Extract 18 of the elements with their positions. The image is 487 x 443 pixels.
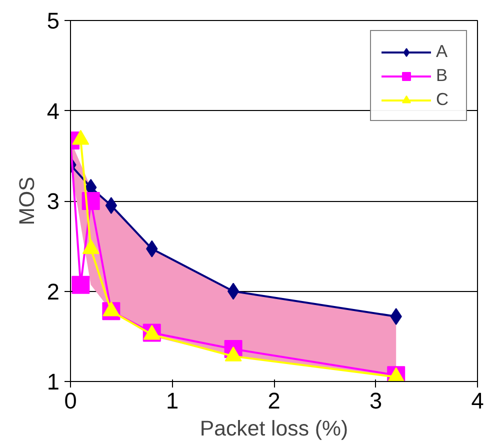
point — [105, 197, 118, 214]
point — [227, 282, 240, 300]
y-tick-label: 2 — [46, 278, 60, 304]
y-axis-title: MOS — [14, 176, 39, 226]
y-tick-label: 4 — [46, 98, 60, 124]
x-tick-label: 4 — [471, 388, 484, 414]
legend-label: A — [436, 41, 449, 62]
x-tick-label: 1 — [166, 388, 179, 414]
x-tick-label: 3 — [369, 388, 382, 414]
y-tick-label: 3 — [46, 188, 60, 214]
legend-label: B — [436, 65, 449, 86]
x-tick-label: 2 — [268, 388, 280, 414]
x-tick-label: 0 — [64, 388, 77, 414]
x-axis-title: Packet loss (%) — [200, 416, 348, 440]
point — [72, 276, 90, 294]
legend-label: C — [436, 89, 450, 110]
y-tick-label: 5 — [46, 8, 60, 34]
y-tick-label: 1 — [46, 368, 60, 394]
